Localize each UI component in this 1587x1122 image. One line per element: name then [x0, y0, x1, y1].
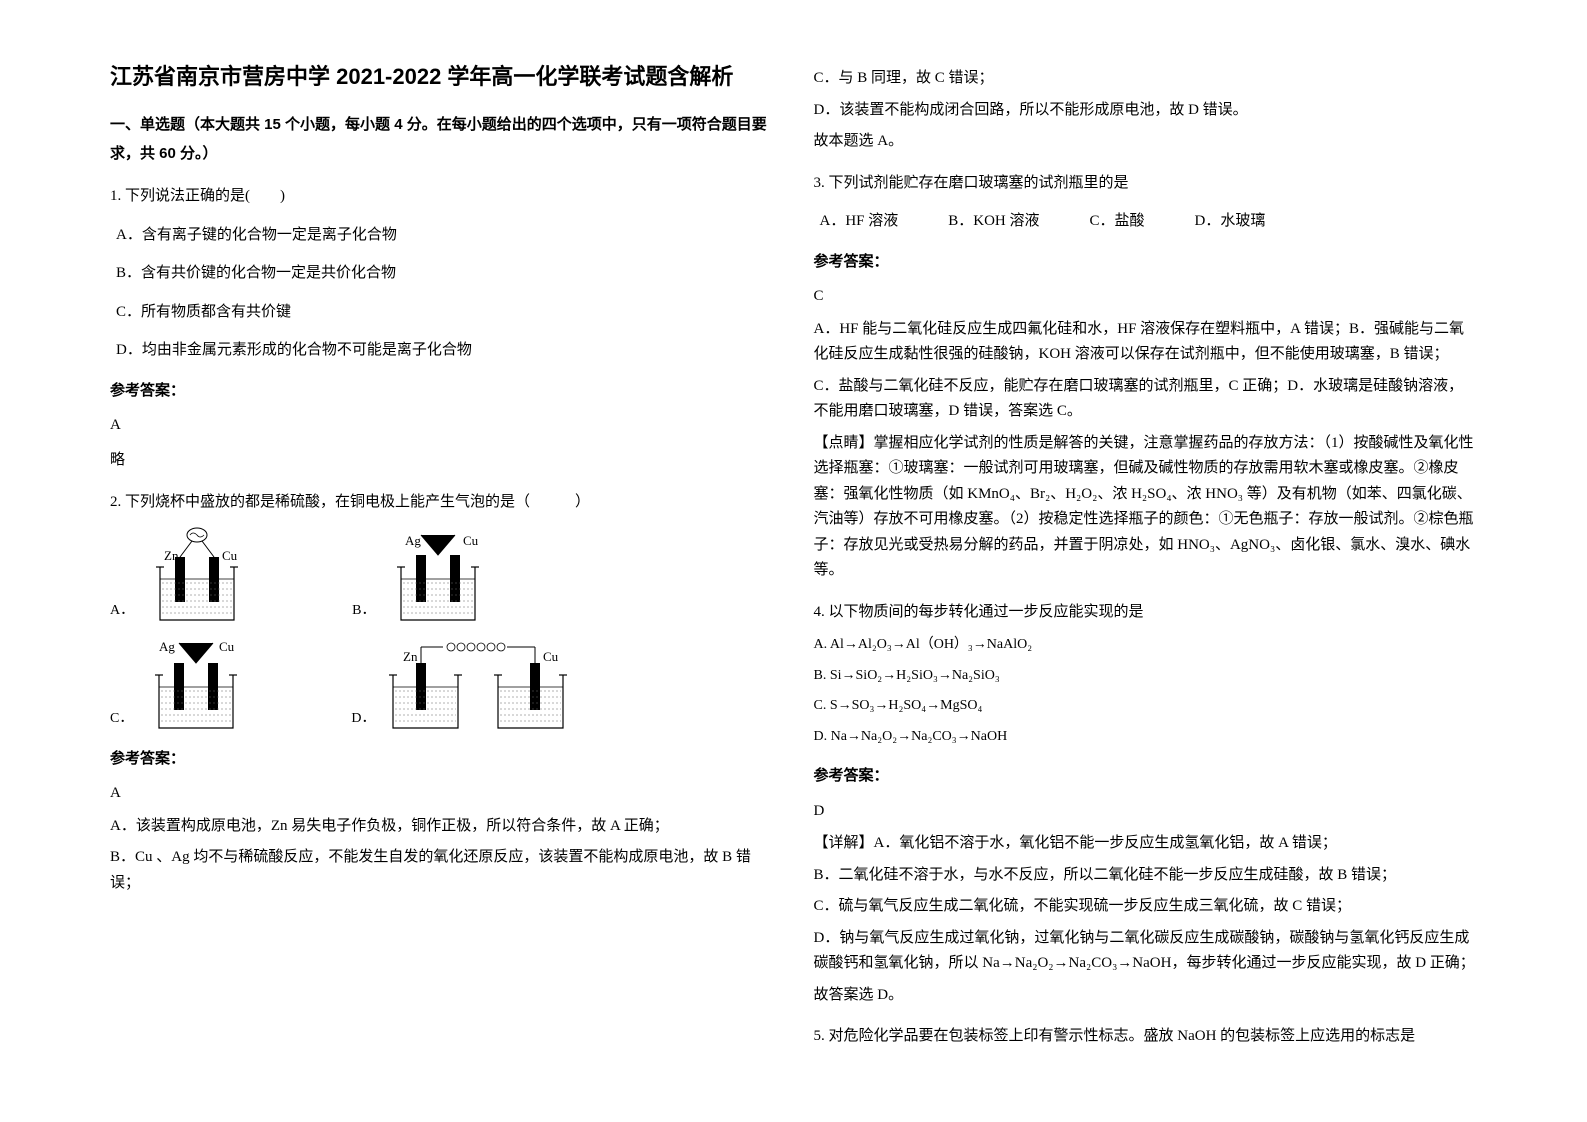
q3-option-a: A．HF 溶液 [820, 207, 899, 236]
q3-answer-key: C [814, 282, 1478, 311]
q1-option-d: D．均由非金属元素形成的化合物不可能是离子化合物 [110, 336, 774, 365]
q3-options: A．HF 溶液 B．KOH 溶液 C．盐酸 D．水玻璃 [820, 207, 1478, 236]
q4-detail-a: 【详解】A．氧化铝不溶于水，氧化铝不能一步反应生成氢氧化铝，故 A 错误； [814, 831, 1478, 857]
q4-detail-b: B．二氧化硅不溶于水，与水不反应，所以二氧化硅不能一步反应生成硅酸，故 B 错误… [814, 863, 1478, 889]
q2-detail-d: D．该装置不能构成闭合回路，所以不能形成原电池，故 D 错误。 [814, 98, 1478, 124]
beaker-d-svg: Zn Cu [383, 633, 573, 733]
left-column: 江苏省南京市营房中学 2021-2022 学年高一化学联考试题含解析 一、单选题… [90, 60, 794, 1062]
q2-label-b: B． [352, 598, 375, 625]
beaker-d-right-label: Cu [543, 649, 559, 664]
beaker-b-svg: Ag Cu [383, 525, 493, 625]
beaker-a-svg: Zn Cu [142, 525, 252, 625]
exam-title: 江苏省南京市营房中学 2021-2022 学年高一化学联考试题含解析 [110, 60, 774, 93]
q2-answer-key: A [110, 779, 774, 808]
q2-detail-b: B．Cu 、Ag 均不与稀硫酸反应，不能发生自发的氧化还原反应，该装置不能构成原… [110, 845, 774, 896]
q1-answer-label: 参考答案： [110, 377, 774, 406]
beaker-c-right-label: Cu [219, 639, 235, 654]
beaker-d-left-label: Zn [403, 649, 418, 664]
q2-stem: 2. 下列烧杯中盛放的都是稀硫酸，在铜电极上能产生气泡的是（ ） [110, 488, 774, 517]
bulb-chain-icon [447, 643, 505, 651]
q2-conclusion: 故本题选 A。 [814, 129, 1478, 155]
q4-conclusion: 故答案选 D。 [814, 983, 1478, 1009]
q1-answer-detail: 略 [110, 446, 774, 475]
q4-option-d: D. Na→Na₂O₂→Na₂CO₃→NaOH [814, 724, 1478, 751]
q1-option-c: C．所有物质都含有共价键 [110, 298, 774, 327]
q3-stem: 3. 下列试剂能贮存在磨口玻璃塞的试剂瓶里的是 [814, 169, 1478, 198]
q2-figure-a: A． Zn Cu [110, 525, 252, 625]
q2-detail-a: A．该装置构成原电池，Zn 易失电子作负极，铜作正极，所以符合条件，故 A 正确… [110, 814, 774, 840]
q3-option-b: B．KOH 溶液 [948, 207, 1039, 236]
beaker-c-svg: Ag Cu [141, 633, 251, 733]
q2-figure-c: C． Ag Cu [110, 633, 251, 733]
q2-label-a: A． [110, 598, 134, 625]
q3-option-d: D．水玻璃 [1195, 207, 1266, 236]
q1-option-a: A．含有离子键的化合物一定是离子化合物 [110, 221, 774, 250]
q2-figures-row-1: A． Zn Cu [110, 525, 774, 625]
q2-figures-row-2: C． Ag Cu [110, 633, 774, 733]
q1-answer-key: A [110, 411, 774, 440]
q1-option-b: B．含有共价键的化合物一定是共价化合物 [110, 259, 774, 288]
beaker-c-left-label: Ag [159, 639, 175, 654]
q4-detail-d: D．钠与氧气反应生成过氧化钠，过氧化钠与二氧化碳反应生成碳酸钠，碳酸钠与氢氧化钙… [814, 926, 1478, 977]
q2-figure-b: B． Ag Cu [352, 525, 493, 625]
q3-option-c: C．盐酸 [1090, 207, 1145, 236]
q4-stem: 4. 以下物质间的每步转化通过一步反应能实现的是 [814, 598, 1478, 627]
q3-point: 【点睛】掌握相应化学试剂的性质是解答的关键，注意掌握药品的存放方法：（1）按酸碱… [814, 431, 1478, 584]
q3-detail-c: C．盐酸与二氧化硅不反应，能贮存在磨口玻璃塞的试剂瓶里，C 正确；D．水玻璃是硅… [814, 374, 1478, 425]
q2-label-c: C． [110, 706, 133, 733]
q4-option-a: A. Al→Al₂O₃→Al（OH）₃→NaAlO₂ [814, 632, 1478, 659]
q2-answer-label: 参考答案： [110, 745, 774, 774]
q1-stem: 1. 下列说法正确的是( ) [110, 182, 774, 211]
q4-detail-c: C．硫与氧气反应生成二氧化硫，不能实现硫一步反应生成三氧化硫，故 C 错误； [814, 894, 1478, 920]
q4-option-c: C. S→SO₃→H₂SO₄→MgSO₄ [814, 693, 1478, 720]
q4-option-b: B. Si→SiO₂→H₂SiO₃→Na₂SiO₃ [814, 663, 1478, 690]
q4-answer-label: 参考答案： [814, 762, 1478, 791]
q2-figure-d: D． Zn [351, 633, 573, 733]
q2-detail-c: C．与 B 同理，故 C 错误； [814, 66, 1478, 92]
beaker-b-left-label: Ag [405, 533, 421, 548]
beaker-a-right-label: Cu [222, 548, 238, 563]
beaker-a-left-label: Zn [164, 548, 179, 563]
q4-answer-key: D [814, 797, 1478, 826]
q3-detail-a: A．HF 能与二氧化硅反应生成四氟化硅和水，HF 溶液保存在塑料瓶中，A 错误；… [814, 317, 1478, 368]
q2-label-d: D． [351, 706, 375, 733]
right-column: C．与 B 同理，故 C 错误； D．该装置不能构成闭合回路，所以不能形成原电池… [794, 60, 1498, 1062]
q3-answer-label: 参考答案： [814, 248, 1478, 277]
q5-stem: 5. 对危险化学品要在包装标签上印有警示性标志。盛放 NaOH 的包装标签上应选… [814, 1022, 1478, 1051]
section-1-heading: 一、单选题（本大题共 15 个小题，每小题 4 分。在每小题给出的四个选项中，只… [110, 111, 774, 168]
beaker-b-right-label: Cu [463, 533, 479, 548]
